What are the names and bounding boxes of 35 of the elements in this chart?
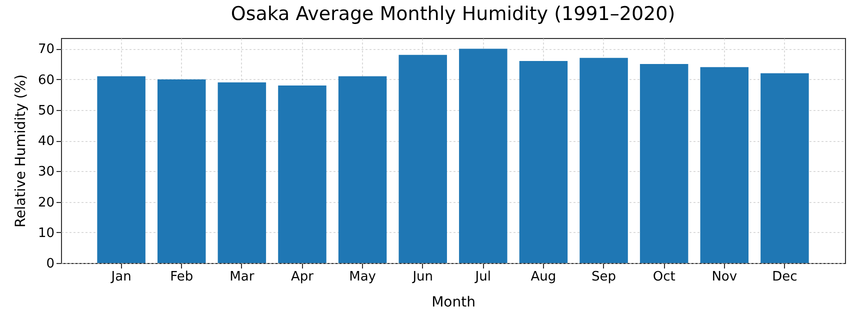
x-tick-label: Sep [592,270,616,284]
x-tick-label: Feb [170,270,194,284]
x-axis-title: Month [432,294,476,310]
x-tick-label: Apr [290,270,314,284]
x-tick-label: Nov [712,270,738,284]
y-tick-label: 0 [46,256,54,272]
y-tick-label: 30 [38,164,54,180]
chart-title: Osaka Average Monthly Humidity (1991–2020) [230,3,676,25]
x-tick-label: Oct [652,270,676,284]
bar [760,73,809,263]
x-tick-label: Jul [474,270,491,284]
y-tick-label: 10 [38,226,54,241]
bar [97,76,146,263]
y-axis-title: Relative Humidity (%) [12,74,29,228]
y-tick-label: 20 [38,195,54,210]
x-tick-label: May [349,270,376,284]
bar [218,82,266,263]
y-tick-label: 40 [38,134,54,150]
bar [398,54,447,263]
y-tick-label: 60 [38,72,54,88]
bar [640,64,688,263]
bar [580,58,628,263]
y-tick-label: 70 [38,42,54,58]
bar [459,48,508,263]
bar [278,85,326,263]
bar [700,67,749,263]
bar [338,76,387,263]
x-tick-label: Jun [412,270,433,284]
bar [519,60,568,263]
bar [157,79,206,263]
x-tick-label: Mar [230,270,255,284]
x-tick-label: Dec [772,270,798,284]
x-tick-label: Aug [530,270,556,284]
x-tick-label: Jan [110,270,132,284]
y-tick-label: 50 [38,103,54,118]
